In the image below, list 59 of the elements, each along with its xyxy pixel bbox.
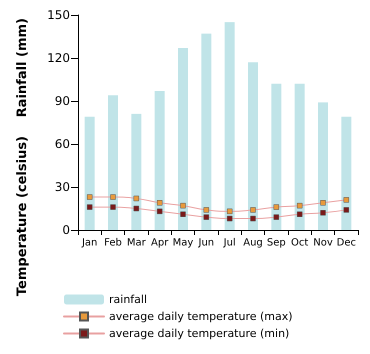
point (296, 211, 302, 217)
bar (131, 114, 142, 230)
point (86, 204, 92, 210)
y-tick-label: 120 (47, 51, 70, 65)
x-tick-label: Aug (243, 238, 263, 248)
y-tick-label: 30 (54, 180, 70, 194)
point (226, 208, 232, 214)
bar (224, 22, 235, 230)
bar (108, 95, 118, 230)
point (274, 204, 280, 210)
point (320, 200, 326, 206)
point (250, 207, 256, 213)
point (180, 202, 186, 208)
bar (271, 84, 282, 230)
x-tick-label: Sep (266, 238, 286, 248)
point (156, 208, 162, 214)
x-tick-label: Apr (151, 238, 170, 248)
point (344, 197, 350, 203)
point (156, 200, 162, 206)
x-tick-label: Jul (222, 238, 236, 248)
legend-label: average daily temperature (max) (109, 310, 293, 323)
x-tick-label: Feb (104, 238, 122, 248)
y-tick-label: 0 (62, 223, 70, 237)
bar (318, 102, 328, 230)
point (320, 210, 326, 216)
y-tick-label: 60 (54, 137, 70, 151)
y-tick-label: 90 (54, 94, 70, 108)
point (110, 204, 116, 210)
x-tick-label: Nov (313, 238, 333, 248)
x-tick-label: Oct (291, 238, 308, 248)
bar (248, 62, 258, 230)
x-tick-label: Jan (80, 238, 98, 248)
x-tick-label: Mar (126, 238, 147, 248)
point (110, 194, 116, 200)
point (204, 207, 210, 213)
bar (154, 90, 165, 230)
y-tick-label: 150 (47, 8, 70, 22)
point (180, 211, 186, 217)
x-tick-label: Jun (198, 238, 214, 248)
text: Temperature (celsius) (15, 136, 30, 296)
legend-label: average daily temperature (min) (109, 327, 290, 340)
point (134, 196, 140, 202)
point (296, 202, 302, 208)
point (134, 206, 140, 212)
bar (201, 34, 212, 230)
bar (178, 48, 188, 230)
point (86, 194, 92, 200)
y-axis-title: Rainfall (mm) (15, 18, 30, 118)
x-tick-label: Dec (336, 238, 356, 248)
x-tick-label: May (172, 238, 194, 248)
bar (341, 116, 352, 230)
point (344, 207, 350, 213)
point (250, 216, 256, 222)
bar (84, 116, 95, 230)
point (226, 216, 232, 222)
point (204, 214, 210, 220)
bar (294, 84, 305, 230)
point (274, 214, 280, 220)
legend-label: rainfall (109, 293, 148, 306)
